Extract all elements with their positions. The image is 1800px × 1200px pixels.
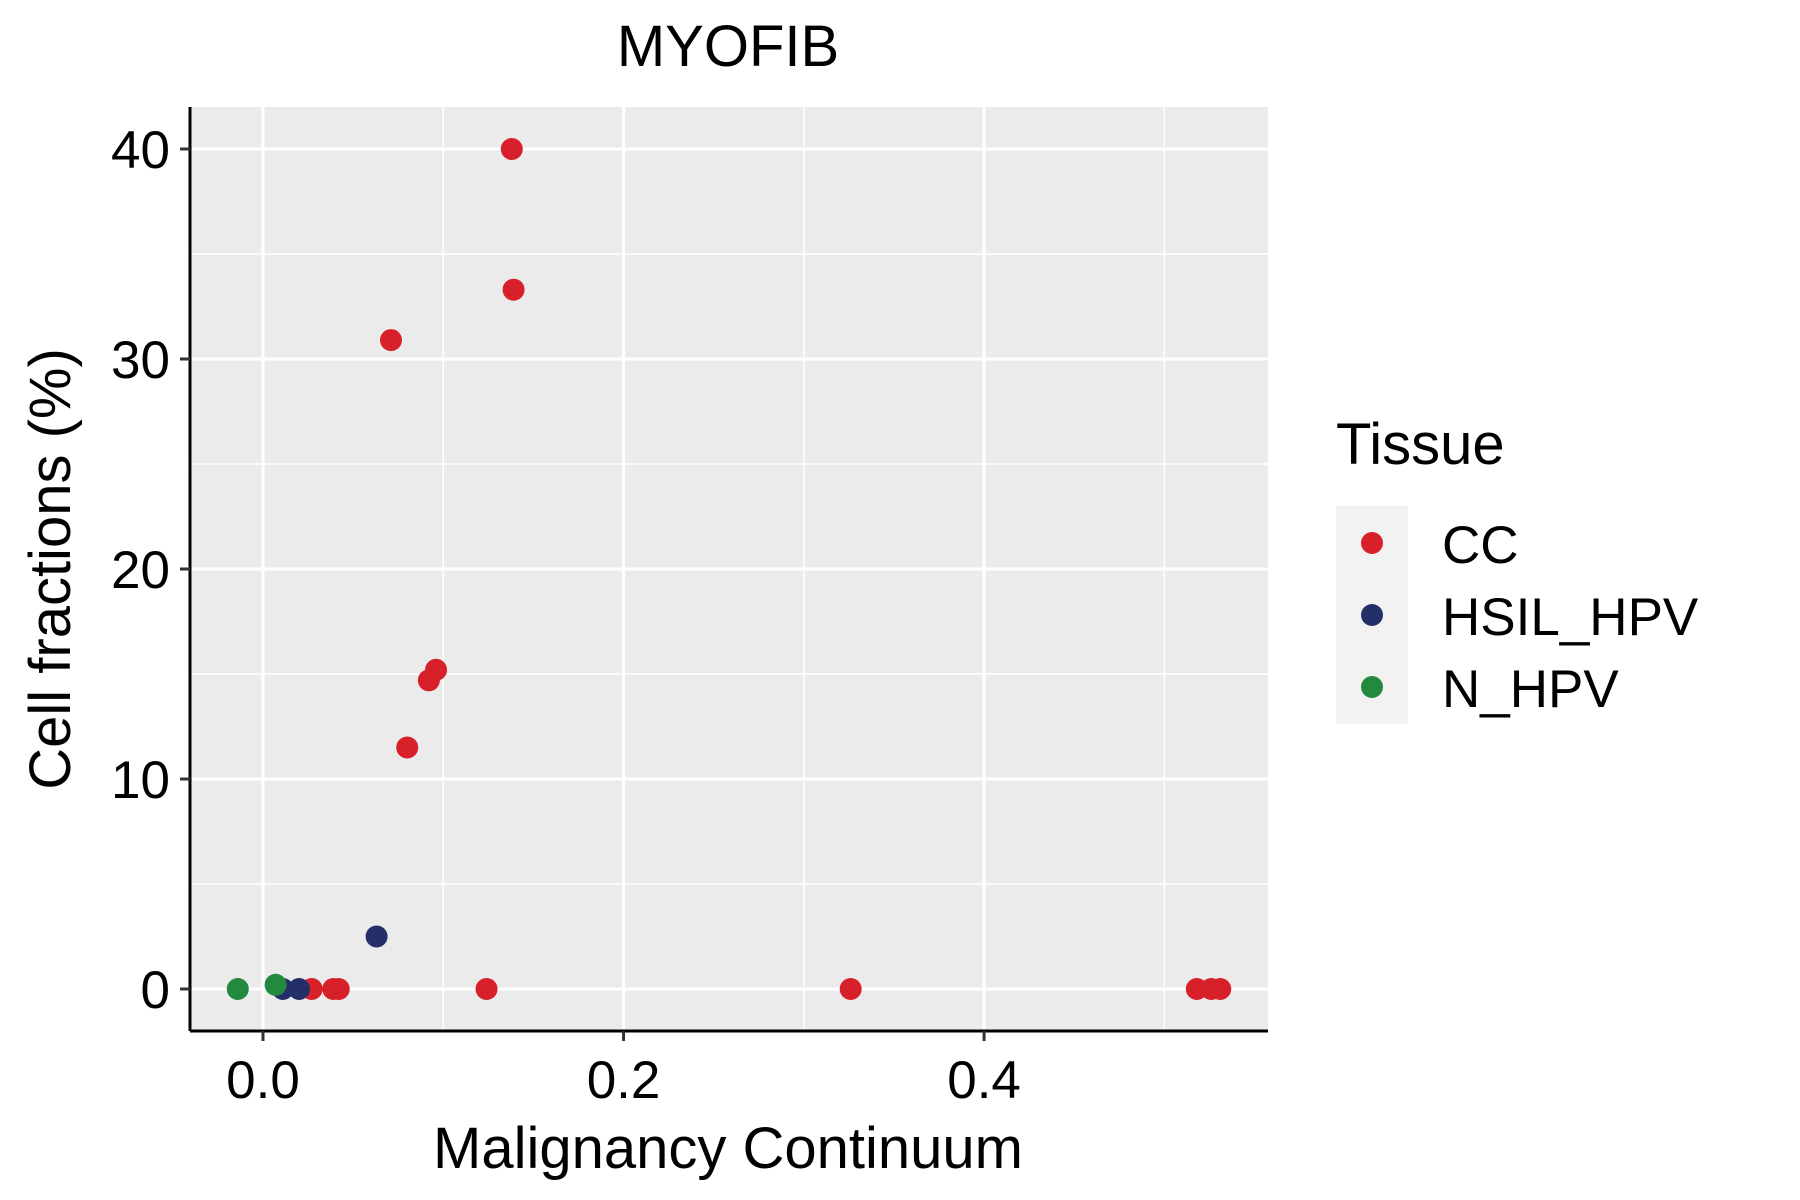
grid-major	[190, 107, 1268, 1031]
data-point-n-hpv	[226, 978, 249, 1000]
data-point-cc	[502, 278, 525, 301]
legend-items: CC HSIL_HPV N_HPV	[1361, 516, 1699, 719]
x-axis-ticks: 0.0 0.2 0.4	[226, 1031, 1021, 1110]
legend-label-cc: CC	[1442, 516, 1519, 575]
x-axis-label: Malignancy Continuum	[433, 1116, 1023, 1181]
data-point-hsil-hpv	[288, 978, 311, 1000]
y-axis-label: Cell fractions (%)	[18, 348, 83, 790]
data-point-cc	[475, 978, 498, 1000]
legend-label-n-hpv: N_HPV	[1442, 660, 1619, 719]
x-tick-label: 0.4	[947, 1051, 1021, 1110]
data-points	[226, 138, 1232, 1000]
data-point-cc	[327, 978, 350, 1000]
data-point-cc	[396, 736, 419, 759]
legend: Tissue CC HSIL_HPV N_HPV	[1336, 412, 1699, 724]
data-point-cc	[500, 138, 523, 160]
y-tick-label: 30	[111, 331, 170, 390]
y-tick-label: 40	[111, 121, 170, 180]
chart-title: MYOFIB	[617, 14, 839, 79]
data-point-cc	[379, 329, 402, 352]
data-point-cc	[1209, 978, 1232, 1000]
data-point-n-hpv	[264, 973, 287, 996]
data-point-cc	[417, 669, 440, 692]
y-axis-ticks: 0 10 20 30 40	[111, 121, 190, 1020]
legend-marker-cc	[1361, 532, 1383, 554]
y-tick-label: 10	[111, 751, 170, 810]
y-tick-label: 20	[111, 541, 170, 600]
legend-label-hsil-hpv: HSIL_HPV	[1442, 588, 1699, 647]
data-point-hsil-hpv	[365, 925, 388, 948]
data-point-cc	[839, 978, 862, 1000]
legend-title: Tissue	[1336, 412, 1505, 477]
y-tick-label: 0	[141, 961, 170, 1020]
x-tick-label: 0.2	[587, 1051, 661, 1110]
x-tick-label: 0.0	[226, 1051, 300, 1110]
legend-marker-n-hpv	[1361, 676, 1383, 698]
legend-marker-hsil-hpv	[1361, 604, 1383, 626]
